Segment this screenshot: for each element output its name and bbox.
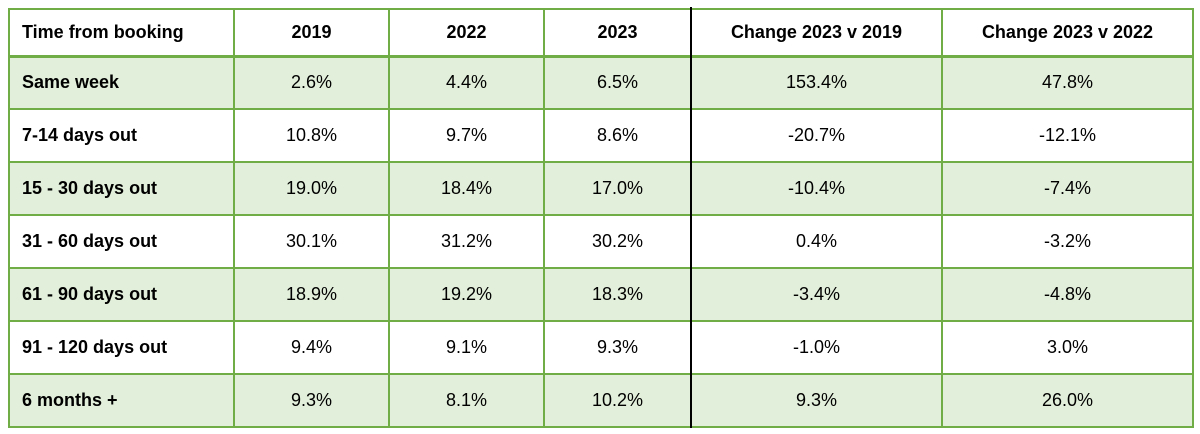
data-cell: 19.2% [388, 267, 545, 322]
row-label: 7-14 days out [8, 108, 235, 163]
data-cell: 30.1% [233, 214, 390, 269]
data-cell: 30.2% [543, 214, 692, 269]
row-label: 31 - 60 days out [8, 214, 235, 269]
header-row: Time from booking 2019 2022 2023 Change 2023… [8, 8, 1194, 58]
data-cell: 17.0% [543, 161, 692, 216]
table-row: 91 - 120 days out 9.4% 9.1% 9.3% -1.0% 3.0% [8, 320, 1194, 375]
data-cell: 8.6% [543, 108, 692, 163]
data-cell: 2.6% [233, 55, 390, 110]
data-cell: 18.9% [233, 267, 390, 322]
data-cell: 6.5% [543, 55, 692, 110]
data-cell: -7.4% [941, 161, 1194, 216]
data-cell: -12.1% [941, 108, 1194, 163]
table-row: 6 months +9.3% 8.1% 10.2% 9.3% 26.0% [8, 373, 1194, 428]
row-label: 6 months + [8, 373, 235, 428]
table-body: Same week 2.6% 4.4% 6.5% 153.4% 47.8% 7-14 day… [8, 55, 1194, 428]
data-cell: -20.7% [690, 108, 943, 163]
column-header: Change 2023 v 2022 [941, 8, 1194, 58]
table-row: 61 - 90 days out 18.9% 19.2% 18.3% -3.4% -4.8… [8, 267, 1194, 322]
row-label: 15 - 30 days out [8, 161, 235, 216]
data-cell: -3.4% [690, 267, 943, 322]
data-cell: 19.0% [233, 161, 390, 216]
table-row: 15 - 30 days out 19.0% 18.4% 17.0% -10.4% -7.… [8, 161, 1194, 216]
column-header: 2023 [543, 8, 692, 58]
data-cell: 9.3% [690, 373, 943, 428]
data-cell: 18.4% [388, 161, 545, 216]
row-label: 91 - 120 days out [8, 320, 235, 375]
data-cell: 9.7% [388, 108, 545, 163]
table-row: 31 - 60 days out 30.1% 31.2% 30.2% 0.4% -3.2% [8, 214, 1194, 269]
table-row: 7-14 days out 10.8% 9.7% 8.6% -20.7% -12.1% [8, 108, 1194, 163]
data-cell: 9.4% [233, 320, 390, 375]
data-cell: 47.8% [941, 55, 1194, 110]
data-cell: 9.3% [233, 373, 390, 428]
data-cell: -4.8% [941, 267, 1194, 322]
data-cell: 8.1% [388, 373, 545, 428]
data-cell: 26.0% [941, 373, 1194, 428]
data-cell: -1.0% [690, 320, 943, 375]
data-cell: 9.3% [543, 320, 692, 375]
data-cell: 4.4% [388, 55, 545, 110]
data-cell: -10.4% [690, 161, 943, 216]
row-label: Same week [8, 55, 235, 110]
column-header: Change 2023 v 2019 [690, 8, 943, 58]
column-header-time-from-booking: Time from booking [8, 8, 235, 58]
data-cell: 153.4% [690, 55, 943, 110]
table-row: Same week 2.6% 4.4% 6.5% 153.4% 47.8% [8, 55, 1194, 110]
column-header: 2022 [388, 8, 545, 58]
data-cell: 10.2% [543, 373, 692, 428]
data-cell: 18.3% [543, 267, 692, 322]
row-label: 61 - 90 days out [8, 267, 235, 322]
data-cell: 0.4% [690, 214, 943, 269]
booking-window-table: Time from booking 2019 2022 2023 Change 2023… [8, 8, 1194, 428]
data-cell: 31.2% [388, 214, 545, 269]
column-header: 2019 [233, 8, 390, 58]
data-cell: 10.8% [233, 108, 390, 163]
data-cell: 9.1% [388, 320, 545, 375]
data-cell: -3.2% [941, 214, 1194, 269]
data-cell: 3.0% [941, 320, 1194, 375]
